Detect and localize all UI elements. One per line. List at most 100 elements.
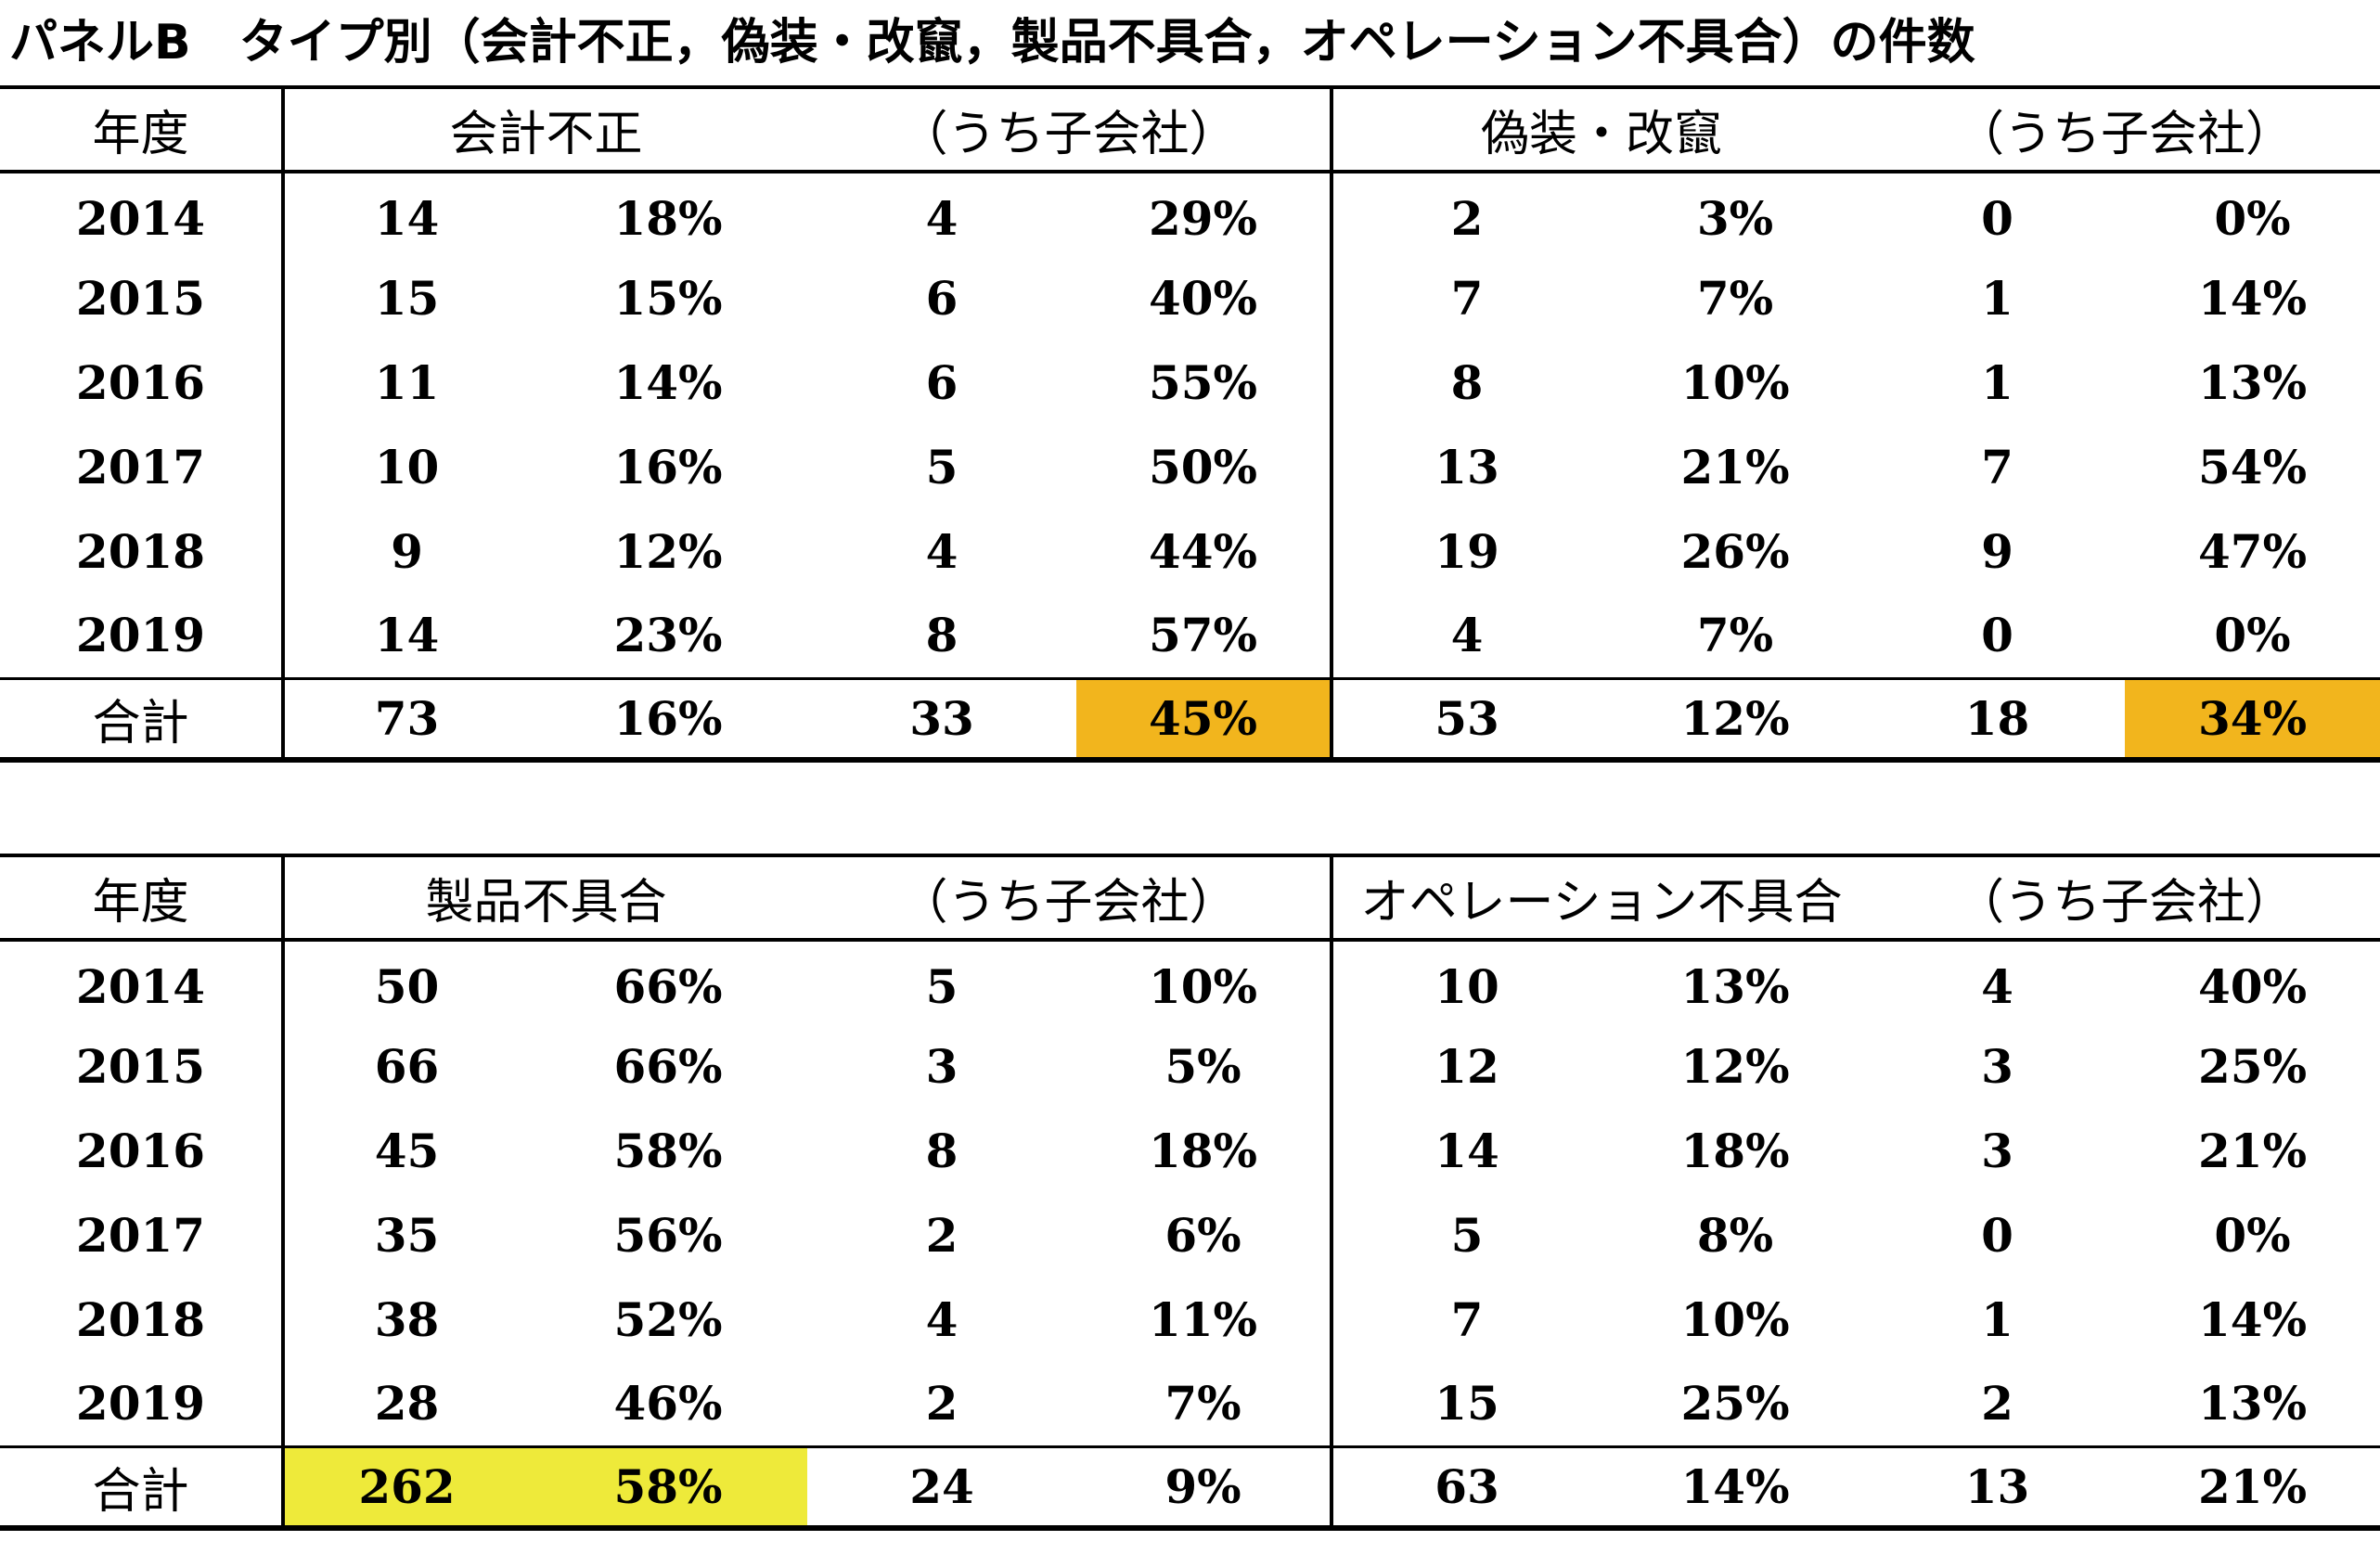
year-header: 年度: [0, 854, 283, 942]
table-row: 2016 45 58% 8 18% 14 18% 3 21%: [0, 1109, 2380, 1193]
sub-a-share-cell: 57%: [1148, 608, 1258, 663]
year-cell: 2015: [75, 271, 206, 326]
sub-a-count-cell: 8: [925, 608, 958, 663]
type-b-share-cell: 12%: [1601, 676, 1871, 763]
table-row: 2017 10 16% 5 50% 13 21% 7 54%: [0, 425, 2380, 509]
type-b-count-cell: 2: [1330, 172, 1602, 256]
type-a-count-cell: 9: [281, 509, 529, 594]
table-row: 2019 28 46% 2 7% 15 25% 2 13%: [0, 1362, 2380, 1446]
year-header: 年度: [0, 85, 283, 173]
sub-a-share-cell: 45%: [1076, 676, 1332, 763]
sub-a-share-cell: 6%: [1164, 1208, 1241, 1263]
type-a-share-cell: 18%: [613, 191, 723, 246]
sub-a-count-cell: 4: [925, 191, 958, 246]
sub-a-share-cell: 18%: [1148, 1124, 1258, 1178]
sub-b-count-cell: 1: [1981, 271, 2013, 326]
type-b-share-cell: 8%: [1696, 1208, 1774, 1263]
sub-b-count-cell: 2: [1981, 1376, 2013, 1432]
type-b-share-cell: 12%: [1680, 1039, 1790, 1094]
type-a-count-cell: 262: [281, 1445, 529, 1531]
sub-b-count-cell: 3: [1981, 1039, 2013, 1094]
sub-a-share-cell: 44%: [1148, 524, 1258, 579]
type-b-count-cell: 7: [1330, 1278, 1602, 1362]
table-row: 2019 14 23% 8 57% 4 7% 0 0%: [0, 594, 2380, 678]
year-cell: 2014: [75, 959, 206, 1014]
type-a-count-cell: 50: [281, 940, 529, 1024]
year-cell: 2019: [75, 608, 206, 663]
sub-b-share-cell: 40%: [2197, 959, 2308, 1014]
sub-a-count-cell: 5: [925, 440, 958, 494]
sub-a-share-cell: 5%: [1164, 1039, 1241, 1094]
type-a-count-cell: 14: [281, 172, 529, 256]
type-a-count-cell: 11: [281, 340, 529, 425]
type-a-share-cell: 12%: [613, 524, 723, 579]
sub-b-share-cell: 34%: [2125, 676, 2380, 763]
type-a-share-cell: 52%: [613, 1292, 723, 1347]
sub-b-count-cell: 18: [1870, 676, 2126, 763]
type-b-count-cell: 14: [1330, 1109, 1602, 1193]
sub-b-count-cell: 0: [1981, 1208, 2013, 1263]
type-a-count-cell: 73: [281, 676, 529, 763]
type-b-count-cell: 4: [1330, 594, 1602, 678]
type-a-header: 製品不具合: [280, 854, 808, 942]
panel-title: パネルB タイプ別（会計不正，偽装・改竄，製品不具合，オペレーション不具合）の件…: [9, 15, 1975, 71]
sub-a-share-cell: 29%: [1148, 191, 1258, 246]
type-b-count-cell: 8: [1330, 340, 1602, 425]
table-row: 2015 66 66% 3 5% 12 12% 3 25%: [0, 1024, 2380, 1109]
year-cell: 2019: [75, 1376, 206, 1432]
year-cell: 2016: [75, 1124, 206, 1178]
type-b-share-cell: 21%: [1680, 440, 1790, 494]
sub-b-count-cell: 0: [1981, 608, 2013, 663]
sub-a-share-cell: 40%: [1148, 271, 1258, 326]
type-b-share-cell: 13%: [1680, 959, 1790, 1014]
type-a-count-cell: 10: [281, 425, 529, 509]
sub-a-share-cell: 7%: [1164, 1376, 1241, 1432]
year-cell: 2017: [75, 440, 206, 494]
table-body: 2014 50 66% 5 10% 10 13% 4 40% 2015 66 66% 3 5% 12 12% 3…: [0, 940, 2380, 1446]
sub-b-count-cell: 0: [1981, 191, 2013, 246]
sub-b-count-cell: 13: [1870, 1445, 2126, 1531]
sub-b-share-cell: 0%: [2214, 191, 2291, 246]
year-cell: 2014: [75, 191, 206, 246]
total-row: 合計 262 58% 24 9% 63 14% 13 21%: [0, 1445, 2380, 1531]
year-cell: 2018: [75, 524, 206, 579]
type-b-count-cell: 15: [1330, 1362, 1602, 1446]
type-a-share-cell: 66%: [613, 959, 723, 1014]
type-a-count-cell: 38: [281, 1278, 529, 1362]
sub-b-share-cell: 14%: [2197, 1292, 2308, 1347]
type-b-count-cell: 13: [1330, 425, 1602, 509]
type-a-share-cell: 56%: [613, 1208, 723, 1263]
year-cell: 2018: [75, 1292, 206, 1347]
type-b-share-cell: 10%: [1680, 355, 1790, 410]
sub-b-share-cell: 54%: [2198, 440, 2308, 494]
type-a-count-cell: 66: [281, 1024, 529, 1109]
year-cell: 2015: [75, 1039, 206, 1094]
sub-a-count-cell: 6: [925, 355, 958, 410]
type-a-share-cell: 66%: [613, 1039, 723, 1094]
type-b-share-cell: 18%: [1680, 1124, 1790, 1178]
sub-b-count-cell: 3: [1981, 1124, 2013, 1178]
sub-a-count-cell: 4: [925, 1292, 958, 1347]
sub-a-count-cell: 5: [925, 959, 958, 1014]
sub-b-share-cell: 0%: [2214, 608, 2291, 663]
table-row: 2017 35 56% 2 6% 5 8% 0 0%: [0, 1193, 2380, 1278]
table-bottom: 年度 製品不具合 （うち子会社） オペレーション不具合 （うち子会社） 2014…: [0, 854, 2380, 1531]
sub-b-share-cell: 13%: [2198, 355, 2308, 410]
sub-a-header: （うち子会社）: [807, 854, 1332, 942]
type-b-share-cell: 25%: [1680, 1376, 1790, 1432]
sub-b-count-cell: 9: [1981, 524, 2013, 579]
type-b-share-cell: 14%: [1601, 1445, 1871, 1531]
type-a-share-cell: 46%: [613, 1376, 723, 1432]
sub-b-share-cell: 14%: [2198, 271, 2308, 326]
type-b-share-cell: 26%: [1680, 524, 1790, 579]
sub-a-count-cell: 8: [925, 1124, 958, 1178]
sub-b-count-cell: 7: [1981, 440, 2013, 494]
type-a-share-cell: 14%: [613, 355, 723, 410]
type-a-header: 会計不正: [280, 85, 808, 173]
sub-b-count-cell: 1: [1981, 355, 2013, 410]
table-row: 2016 11 14% 6 55% 8 10% 1 13%: [0, 340, 2380, 425]
table-row: 2014 14 18% 4 29% 2 3% 0 0%: [0, 172, 2380, 256]
table-row: 2018 38 52% 4 11% 7 10% 1 14%: [0, 1278, 2380, 1362]
table-row: 2018 9 12% 4 44% 19 26% 9 47%: [0, 509, 2380, 594]
sub-a-count-cell: 2: [925, 1376, 958, 1432]
